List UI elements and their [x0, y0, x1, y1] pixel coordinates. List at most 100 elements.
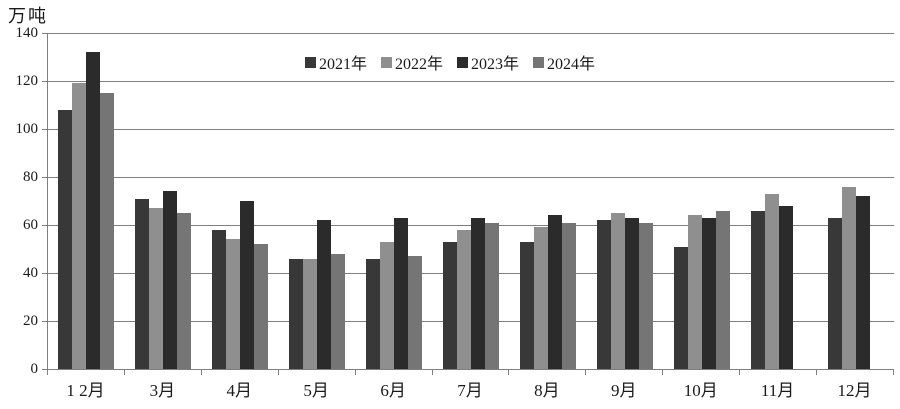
y-tick-label-140: 140	[15, 25, 39, 41]
x-label-10月: 10月	[683, 381, 718, 400]
bar-2023年-11月	[778, 205, 793, 369]
plot-area	[47, 33, 894, 370]
y-tick-label-40: 40	[23, 265, 38, 281]
x-axis-labels: 1 2月 3月 4月 5月 6月 7月 8月 9月 10月 11月 12月	[47, 376, 893, 401]
bar-2023年-1 2月	[86, 52, 101, 369]
bar-2021年-5月	[289, 258, 304, 369]
bar-2024年-8月	[561, 222, 576, 369]
bar-2024年-5月	[331, 253, 346, 369]
x-label-4月: 4月	[226, 381, 253, 400]
gridline-y-120	[48, 81, 894, 82]
bar-group-5月	[279, 33, 356, 369]
bar-2023年-8月	[547, 215, 562, 369]
bar-2022年-5月	[303, 258, 318, 369]
bar-2021年-9月	[596, 220, 611, 369]
x-label-1 2月: 1 2月	[66, 381, 105, 400]
bar-2021年-12月	[827, 217, 842, 369]
bar-group-8月	[509, 33, 586, 369]
bar-2021年-8月	[519, 241, 534, 369]
bar-2021年-1 2月	[58, 109, 73, 369]
x-tick-mark-8	[662, 370, 664, 375]
bar-2021年-4月	[212, 229, 227, 369]
x-tick-mark-9	[739, 370, 741, 375]
bar-2024年-3月	[177, 213, 192, 369]
bar-2022年-7月	[456, 229, 471, 369]
bar-2022年-4月	[226, 239, 241, 369]
y-tick-label-20: 20	[23, 313, 38, 329]
bar-2023年-7月	[470, 217, 485, 369]
gridline-y-100	[48, 129, 894, 130]
y-tick-mark-140	[42, 33, 47, 34]
bar-2023年-3月	[163, 191, 178, 369]
x-tick-mark-1	[123, 370, 125, 375]
bar-2023年-6月	[394, 217, 409, 369]
y-tick-mark-40	[42, 273, 47, 274]
bar-group-12月	[817, 33, 894, 369]
x-label-9月: 9月	[611, 381, 637, 400]
y-tick-label-120: 120	[15, 73, 39, 89]
bar-group-7月	[433, 33, 510, 369]
bar-2021年-7月	[442, 241, 457, 369]
bar-2022年-6月	[380, 241, 395, 369]
gridline-y-80	[48, 177, 894, 178]
x-tick-mark-7	[585, 370, 587, 375]
bar-group-1 2月	[48, 33, 125, 369]
bar-2022年-9月	[610, 213, 625, 369]
bar-2023年-4月	[240, 201, 255, 369]
bar-2024年-6月	[408, 256, 423, 369]
bar-group-10月	[663, 33, 740, 369]
bar-2021年-10月	[673, 246, 688, 369]
x-tick-mark-2	[200, 370, 202, 375]
bar-group-4月	[202, 33, 279, 369]
bar-2024年-7月	[484, 222, 499, 369]
x-label-8月: 8月	[534, 381, 560, 400]
bar-2021年-3月	[135, 198, 150, 369]
y-tick-mark-120	[42, 81, 47, 82]
bar-2023年-12月	[855, 196, 870, 369]
x-tick-mark-6	[508, 370, 510, 375]
bar-2024年-1 2月	[100, 93, 115, 369]
y-tick-mark-80	[42, 177, 47, 178]
y-tick-label-100: 100	[15, 121, 39, 137]
bar-2022年-10月	[687, 215, 702, 369]
bar-2023年-10月	[701, 217, 716, 369]
x-tick-mark-4	[354, 370, 356, 375]
y-tick-label-60: 60	[23, 217, 38, 233]
x-label-5月: 5月	[303, 381, 329, 400]
x-tick-mark-11	[893, 370, 894, 375]
x-tick-mark-3	[277, 370, 279, 375]
x-tick-mark-5	[431, 370, 433, 375]
bar-2024年-4月	[254, 244, 269, 369]
x-label-12月: 12月	[837, 381, 872, 400]
bar-group-6月	[356, 33, 433, 369]
bar-2022年-1 2月	[72, 83, 87, 369]
y-tick-label-80: 80	[23, 169, 38, 185]
y-tick-mark-0	[42, 369, 47, 370]
bar-group-3月	[125, 33, 202, 369]
y-axis-unit-label: 万吨	[8, 6, 48, 26]
bar-2022年-8月	[533, 227, 548, 369]
bar-2023年-5月	[317, 220, 332, 369]
bar-group-11月	[740, 33, 817, 369]
bar-2021年-11月	[750, 210, 765, 369]
bar-2024年-10月	[715, 210, 730, 369]
bar-2022年-11月	[764, 193, 779, 369]
x-label-7月: 7月	[457, 381, 483, 400]
x-label-6月: 6月	[380, 381, 406, 400]
y-tick-mark-20	[42, 321, 47, 322]
bar-groups	[48, 33, 894, 369]
x-label-11月: 11月	[760, 381, 795, 400]
gridline-y-140	[48, 33, 894, 34]
bar-2022年-3月	[149, 208, 164, 369]
bar-2023年-9月	[624, 217, 639, 369]
bar-2024年-9月	[638, 222, 653, 369]
x-label-3月: 3月	[149, 381, 176, 400]
x-tick-mark-10	[816, 370, 818, 375]
bar-group-9月	[586, 33, 663, 369]
y-tick-label-0: 0	[30, 361, 39, 377]
x-tick-mark-0	[47, 370, 48, 375]
bar-2021年-6月	[366, 258, 381, 369]
bar-2022年-12月	[841, 186, 856, 369]
y-tick-mark-60	[42, 225, 47, 226]
